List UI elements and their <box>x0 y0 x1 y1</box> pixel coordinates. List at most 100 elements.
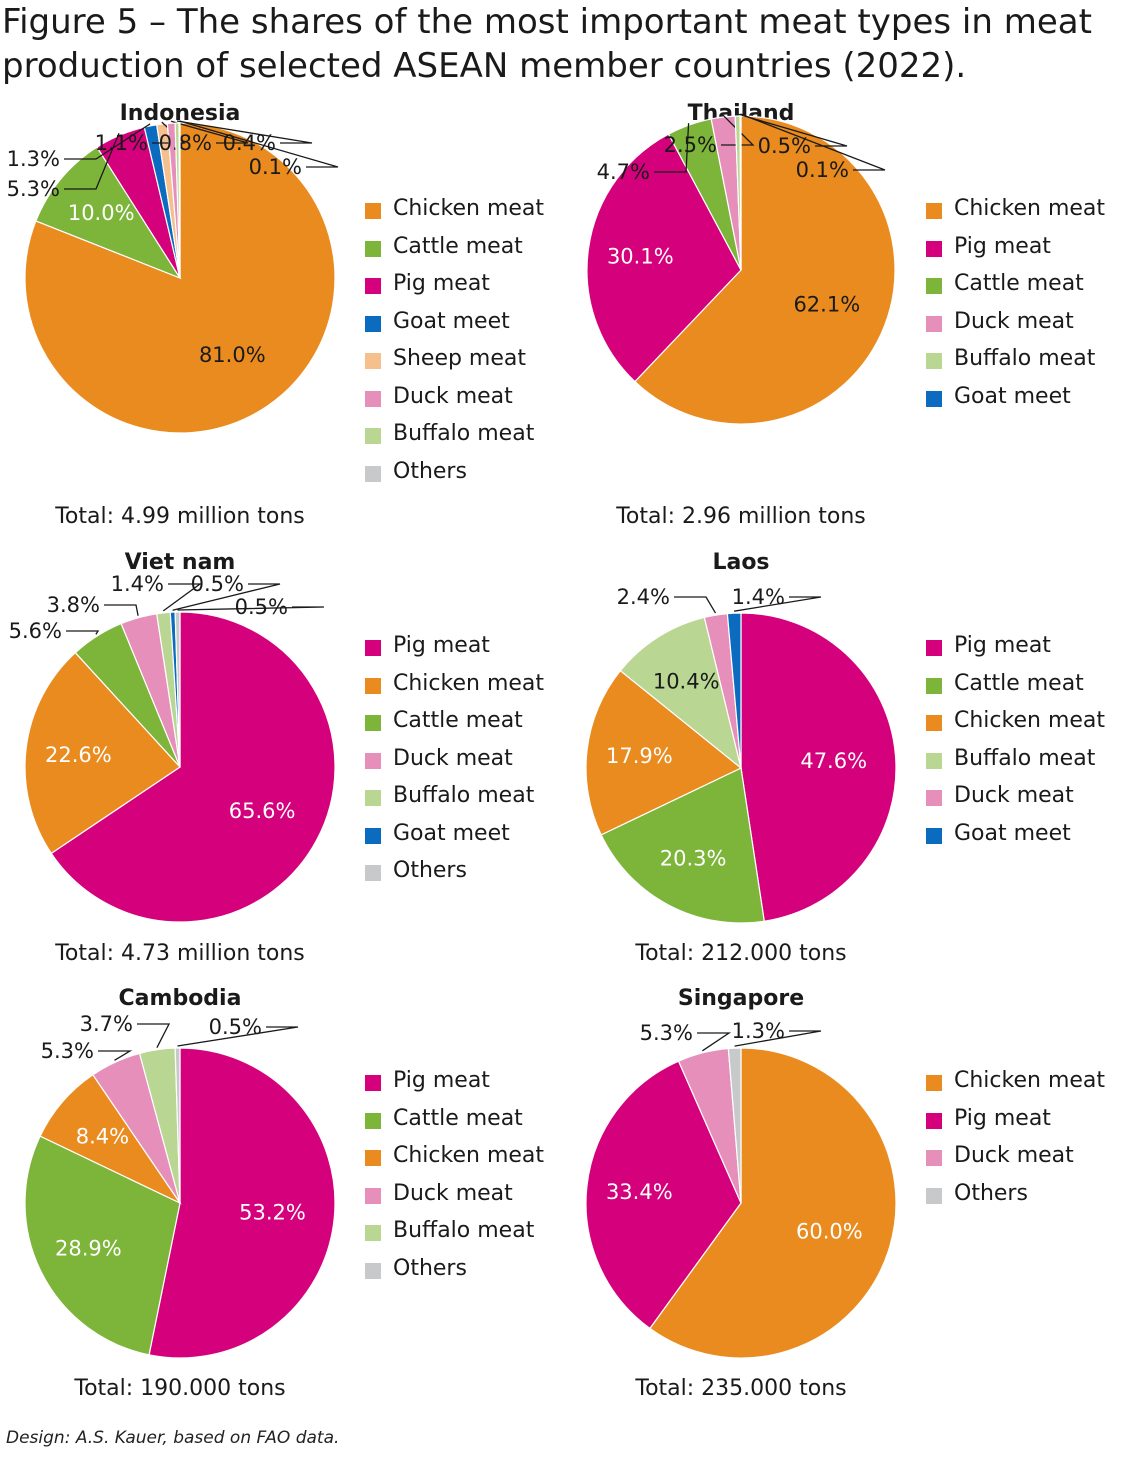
slice-value-label: 0.5% <box>235 595 288 619</box>
slice-value-label: 0.5% <box>209 1015 262 1039</box>
legend-swatch <box>365 203 381 219</box>
slice-value-label: 5.3% <box>640 1021 693 1045</box>
pie-slice-others <box>174 611 181 768</box>
leader-line <box>64 133 120 190</box>
pie-total: Total: 235.000 tons <box>635 1376 847 1401</box>
legend-label: Others <box>954 1180 1028 1206</box>
slice-value-label: 65.6% <box>229 799 296 823</box>
legend-label: Pig meat <box>954 1105 1051 1131</box>
legend-label: Chicken meat <box>393 670 545 696</box>
legend-label: Cattle meat <box>393 1105 523 1131</box>
legend-label: Cattle meat <box>954 271 1084 296</box>
legend-swatch <box>365 790 381 806</box>
slice-value-label: 0.8% <box>159 131 212 155</box>
legend-swatch <box>365 1262 381 1279</box>
pie-slice-others <box>174 1047 181 1204</box>
legend-swatch <box>926 240 942 257</box>
pie-slice-pig-meat <box>585 1060 742 1330</box>
leader-line <box>176 120 313 144</box>
legend-swatch <box>365 353 381 369</box>
slice-value-label: 62.1% <box>793 292 860 316</box>
slice-value-label: 60.0% <box>796 1220 863 1244</box>
legend-swatch <box>365 1225 381 1241</box>
legend-label: Duck meat <box>393 383 513 409</box>
leader-line <box>737 113 848 147</box>
slice-value-label: 1.4% <box>111 572 164 596</box>
slice-value-label: 22.6% <box>45 743 112 767</box>
slice-value-label: 0.1% <box>249 155 302 179</box>
legend-label: Buffalo meat <box>393 1218 535 1243</box>
legend-label: Buffalo meat <box>393 421 535 446</box>
pie-slice-others <box>178 122 181 279</box>
legend-swatch <box>926 390 942 407</box>
legend-label: Others <box>393 458 467 484</box>
pie-slice-cattle-meat <box>24 1135 181 1356</box>
slice-value-label: 28.9% <box>55 1237 122 1261</box>
pie-total: Total: 2.96 million tons <box>616 504 866 529</box>
legend-swatch <box>365 465 381 482</box>
leader-line <box>734 1030 822 1047</box>
slice-value-label: 5.3% <box>7 177 60 201</box>
pie-slice-pig-meat <box>50 611 336 923</box>
leader-line <box>66 630 100 635</box>
legend-label: Chicken meat <box>954 196 1106 221</box>
slice-value-label: 3.7% <box>80 1012 133 1036</box>
legend-label: Chicken meat <box>954 1068 1106 1093</box>
legend-label: Duck meat <box>954 783 1074 808</box>
slice-value-label: 0.5% <box>191 572 244 596</box>
legend-label: Buffalo meat <box>954 346 1096 371</box>
slice-value-label: 8.4% <box>76 1124 129 1148</box>
legend-label: Chicken meat <box>393 196 545 221</box>
slice-value-label: 20.3% <box>660 846 727 870</box>
legend-label: Duck meat <box>954 308 1074 334</box>
pie-panel-laos: Laos 47.6% 20.3% 17.9% 10.4% 2.4% 1.4% Total: 2… <box>561 549 1122 985</box>
legend-swatch <box>926 1075 942 1091</box>
legend-label: Cattle meat <box>393 233 523 259</box>
pie-slice-buffalo-meat <box>619 616 743 770</box>
pie-slice-cattle-meat <box>600 767 765 924</box>
leader-line <box>177 1026 299 1047</box>
pie-slice-pig-meat <box>740 612 897 922</box>
pie-slice-chicken-meat <box>649 1047 897 1359</box>
legend-label: Others <box>393 858 467 883</box>
leader-line <box>172 583 281 611</box>
legend-label: Sheep meat <box>393 346 527 371</box>
pie-chart: 81.0% 10.0% 5.3% 1.3% 1.1% 0.8% 0.4%0.1% <box>7 120 339 434</box>
legend-swatch <box>926 1187 942 1204</box>
legend-swatch <box>365 1187 381 1204</box>
pie-total: Total: 4.99 million tons <box>55 504 305 529</box>
legend-swatch <box>926 752 942 769</box>
pie-slice-others <box>727 1047 742 1204</box>
leader-line <box>177 606 325 611</box>
legend-label: Duck meat <box>393 1180 513 1206</box>
legend-label: Goat meet <box>954 820 1071 846</box>
slice-value-label: 17.9% <box>606 744 673 768</box>
pie-panel-singapore: Singapore 60.0% 33.4% 5.3% 1.3% Total: 235.00… <box>561 985 1122 1421</box>
pie-chart: 65.6% 22.6% 5.6%3.8% 1.4% 0.5%0.5% <box>9 572 336 923</box>
pie-slice-goat-meet <box>726 612 742 769</box>
slice-value-label: 1.3% <box>7 147 60 171</box>
leader-line <box>104 604 139 616</box>
pie-slice-pig-meat <box>586 133 742 383</box>
slice-value-label: 2.5% <box>664 133 717 157</box>
legend-swatch <box>365 1112 381 1129</box>
legend-swatch <box>365 715 381 731</box>
leader-line <box>64 123 151 160</box>
leader-line <box>674 596 717 614</box>
pie-total: Total: 190.000 tons <box>74 1376 286 1401</box>
legend-swatch <box>926 315 942 332</box>
pie-chart: 53.2% 28.9% 8.4% 5.3% 3.7% 0.5% <box>24 1012 336 1359</box>
legend-swatch <box>365 827 381 844</box>
leader-line <box>137 1023 171 1048</box>
pie-slice-chicken-meat <box>585 669 743 836</box>
legend-swatch <box>365 865 381 881</box>
slice-value-label: 5.6% <box>9 619 62 643</box>
pie-total: Total: 212.000 tons <box>635 941 847 966</box>
leader-line <box>179 120 339 168</box>
leader-line <box>733 596 822 612</box>
slice-value-label: 30.1% <box>607 244 674 268</box>
slice-value-label: 5.3% <box>41 1039 94 1063</box>
legend-label: Goat meet <box>393 308 510 334</box>
legend-label: Pig meat <box>954 233 1051 259</box>
slice-value-label: 3.8% <box>47 593 100 617</box>
